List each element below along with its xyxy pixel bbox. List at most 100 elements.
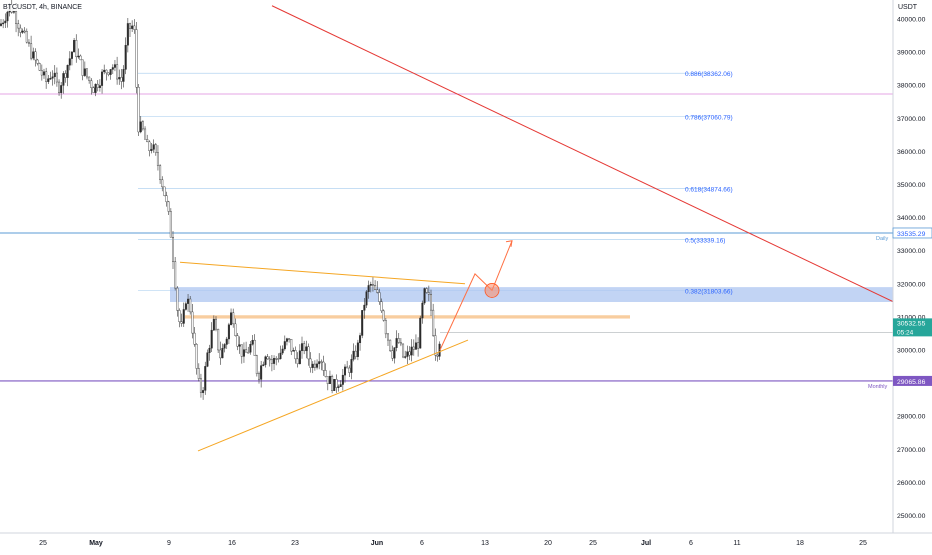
daily-price-label: 33535.29 [897,231,926,238]
candle-body [187,298,190,304]
candle-body [139,121,142,133]
candle-body [178,310,181,323]
candle-body [402,343,405,358]
candle-body [163,186,166,196]
candle-body [176,287,179,311]
candle-body [25,31,28,43]
candle-body [277,358,280,360]
candle-body [341,374,344,385]
price-tick-label: 25000.00 [897,513,926,520]
fib-label: 0.382(31803.66) [685,288,733,295]
candle-body [171,237,174,262]
candle-body [32,51,35,59]
price-axis[interactable]: USDT 40000.00 39000.00 38000.00 37000.00 3600… [868,0,932,550]
candle-body [21,30,24,33]
candle-body [191,311,194,334]
monthly-price-badge [893,375,932,386]
candle-body [210,329,213,349]
candle-body [356,342,359,357]
candle-body [318,361,321,365]
candle-body [283,341,286,350]
candle-body [281,348,284,354]
candle-body [245,349,248,353]
candle-body [380,301,383,312]
time-axis-background [0,533,932,550]
candle-body [234,323,237,336]
candle-body [68,58,71,66]
candle-body [150,149,153,151]
projection-arrowhead [505,240,513,247]
candle-body [58,81,61,94]
time-tick-label: Jul [641,540,651,547]
candles [0,0,441,400]
candle-body [432,309,435,336]
resistance-zone [170,287,893,303]
candle-body [363,304,366,311]
candle-body [47,78,50,82]
candle-body [0,23,2,26]
candle-body [34,51,37,61]
candle-body [174,261,177,289]
candle-body [182,309,185,324]
candle-body [113,64,116,68]
candle-body [43,71,46,76]
fib-label: 0.786(37060.79) [685,114,733,121]
candle-body [387,333,390,341]
zones [170,287,893,319]
candle-body [253,339,256,356]
candle-body [184,303,187,310]
candle-body [374,285,377,290]
candle-body [359,335,362,344]
candle-body [294,350,297,360]
time-tick-label: 25 [589,540,597,547]
candle-body [270,359,273,364]
candle-body [395,338,398,348]
candle-body [425,288,428,293]
candle-body [85,68,88,78]
candle-body [92,87,95,93]
candle-body [414,342,417,350]
candle-body [165,195,168,203]
candle-body [266,356,269,360]
candle-body [131,25,134,29]
candle-body [255,355,258,374]
time-tick-label: 25 [859,540,867,547]
candle-body [406,351,409,357]
time-tick-label: 16 [228,540,236,547]
time-tick-label: May [89,540,103,547]
candle-body [94,83,97,93]
daily-tag: Daily [876,236,888,242]
time-tick-label: 6 [689,540,693,547]
candle-body [83,68,86,76]
target-circle [484,283,500,298]
candle-body [197,368,200,379]
time-axis[interactable]: 25 May 9 16 23 Jun 6 13 20 25 Jul 6 11 18 25 [0,532,932,550]
candle-body [236,335,239,347]
candle-body [247,351,250,354]
candle-body [434,335,437,356]
candle-body [212,318,215,331]
candle-body [251,339,254,345]
candle-body [206,352,209,367]
candle-body [335,379,338,388]
candle-body [214,318,217,330]
time-tick-label: 6 [420,540,424,547]
candle-body [232,312,235,325]
symbol-label: BTCUSDT, 4h, BINANCE [3,4,82,11]
candle-body [303,343,306,352]
time-tick-label: 11 [733,540,740,547]
triangle-lower-line [197,339,469,452]
candle-body [258,373,261,380]
candle-body [307,346,310,360]
price-tick-label: 26000.00 [897,480,926,487]
candle-body [148,141,151,151]
candle-body [77,55,80,58]
fib-label: 0.886(38362.06) [685,71,733,78]
candle-body [301,343,304,351]
candle-body [311,363,314,368]
candle-body [417,342,420,349]
candle-body [242,349,245,357]
candle-body [180,321,183,324]
candle-body [208,347,211,353]
